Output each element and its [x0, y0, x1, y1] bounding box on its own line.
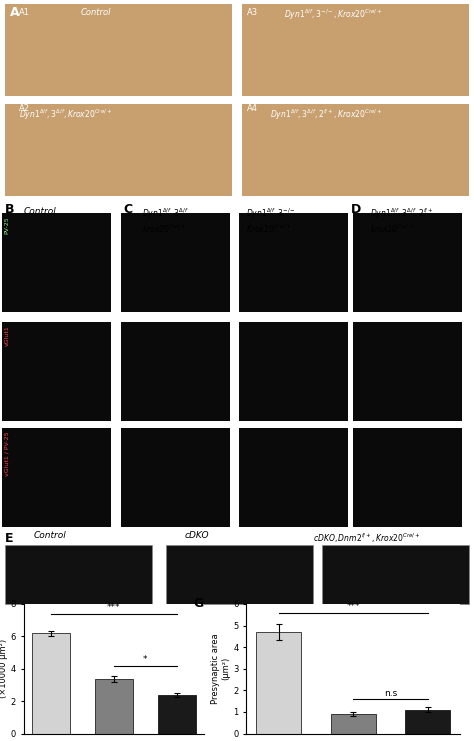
Text: PV-25: PV-25 [5, 216, 9, 234]
Text: B: B [5, 203, 14, 216]
Text: A4: A4 [246, 104, 257, 113]
Text: $Krox20^{Cre/+}$: $Krox20^{Cre/+}$ [246, 223, 292, 236]
Text: vGlut1: vGlut1 [5, 325, 9, 346]
Bar [331, 714, 375, 734]
FancyBboxPatch shape [5, 104, 232, 196]
FancyBboxPatch shape [239, 428, 348, 527]
FancyBboxPatch shape [353, 428, 462, 527]
FancyBboxPatch shape [121, 213, 230, 312]
FancyBboxPatch shape [322, 545, 469, 603]
Text: A3: A3 [246, 8, 257, 17]
FancyBboxPatch shape [239, 322, 348, 421]
FancyBboxPatch shape [2, 322, 111, 421]
Text: n.s: n.s [384, 689, 397, 698]
Text: ***: *** [107, 603, 120, 612]
FancyBboxPatch shape [353, 322, 462, 421]
FancyBboxPatch shape [5, 4, 232, 96]
FancyBboxPatch shape [5, 545, 152, 603]
Text: $Dyn1^{\Delta/f},3^{\Delta/f},Krox20^{Cre/+}$: $Dyn1^{\Delta/f},3^{\Delta/f},Krox20^{Cr… [19, 108, 112, 122]
Text: Control: Control [33, 531, 66, 540]
Text: A1: A1 [19, 8, 30, 17]
Text: D: D [351, 203, 361, 216]
Text: $Dyn1^{\Delta/f},3^{\Delta/f},2^{f/+},Krox20^{Cre/+}$: $Dyn1^{\Delta/f},3^{\Delta/f},2^{f/+},Kr… [270, 108, 383, 122]
FancyBboxPatch shape [2, 213, 111, 312]
Text: cDKO: cDKO [185, 531, 210, 540]
Text: A: A [9, 6, 19, 19]
Y-axis label: MNTB area
(×10000 μm²): MNTB area (×10000 μm²) [0, 639, 8, 698]
Text: Control: Control [81, 8, 111, 17]
Text: vGlut1 / PV-25: vGlut1 / PV-25 [5, 431, 9, 476]
Y-axis label: Presynaptic area
(μm²): Presynaptic area (μm²) [211, 634, 231, 704]
FancyBboxPatch shape [242, 104, 469, 196]
FancyBboxPatch shape [121, 322, 230, 421]
Bar [256, 632, 301, 734]
Text: Control: Control [24, 207, 56, 216]
FancyBboxPatch shape [2, 428, 111, 527]
Text: C: C [123, 203, 132, 216]
Text: A2: A2 [19, 104, 30, 113]
Text: *: * [143, 655, 147, 664]
Text: $Dyn1^{\Delta/f},3^{-/-}$: $Dyn1^{\Delta/f},3^{-/-}$ [246, 207, 296, 221]
Bar [158, 695, 196, 734]
Text: $krox20^{Cre/+}$: $krox20^{Cre/+}$ [142, 223, 187, 236]
Text: $krox20^{Cre/+}$: $krox20^{Cre/+}$ [370, 223, 414, 236]
FancyBboxPatch shape [239, 213, 348, 312]
Legend: control, cDKO, cDKO, Dnm2f/+
Krox20Cre/+: control, cDKO, cDKO, Dnm2f/+ Krox20Cre/+ [338, 607, 399, 634]
Bar [405, 710, 450, 734]
Bar [32, 633, 70, 734]
Text: ***: *** [346, 602, 360, 611]
FancyBboxPatch shape [353, 213, 462, 312]
Text: E: E [5, 531, 13, 545]
Text: $Dyn1^{\Delta/f},3^{\Delta/f},2^{f/+}$: $Dyn1^{\Delta/f},3^{\Delta/f},2^{f/+}$ [370, 207, 433, 221]
Text: $Dyn1^{\Delta/f},3^{\Delta/f}$: $Dyn1^{\Delta/f},3^{\Delta/f}$ [142, 207, 189, 221]
FancyBboxPatch shape [242, 4, 469, 96]
Text: $Dyn1^{\Delta/f},3^{-/-},Krox20^{Cre/+}$: $Dyn1^{\Delta/f},3^{-/-},Krox20^{Cre/+}$ [284, 8, 383, 22]
FancyBboxPatch shape [121, 428, 230, 527]
Text: $cDKO,Dnm2^{f/+},Krox20^{Cre/+}$: $cDKO,Dnm2^{f/+},Krox20^{Cre/+}$ [313, 531, 420, 545]
Bar [95, 679, 133, 734]
Text: G: G [193, 597, 203, 611]
FancyBboxPatch shape [166, 545, 313, 603]
